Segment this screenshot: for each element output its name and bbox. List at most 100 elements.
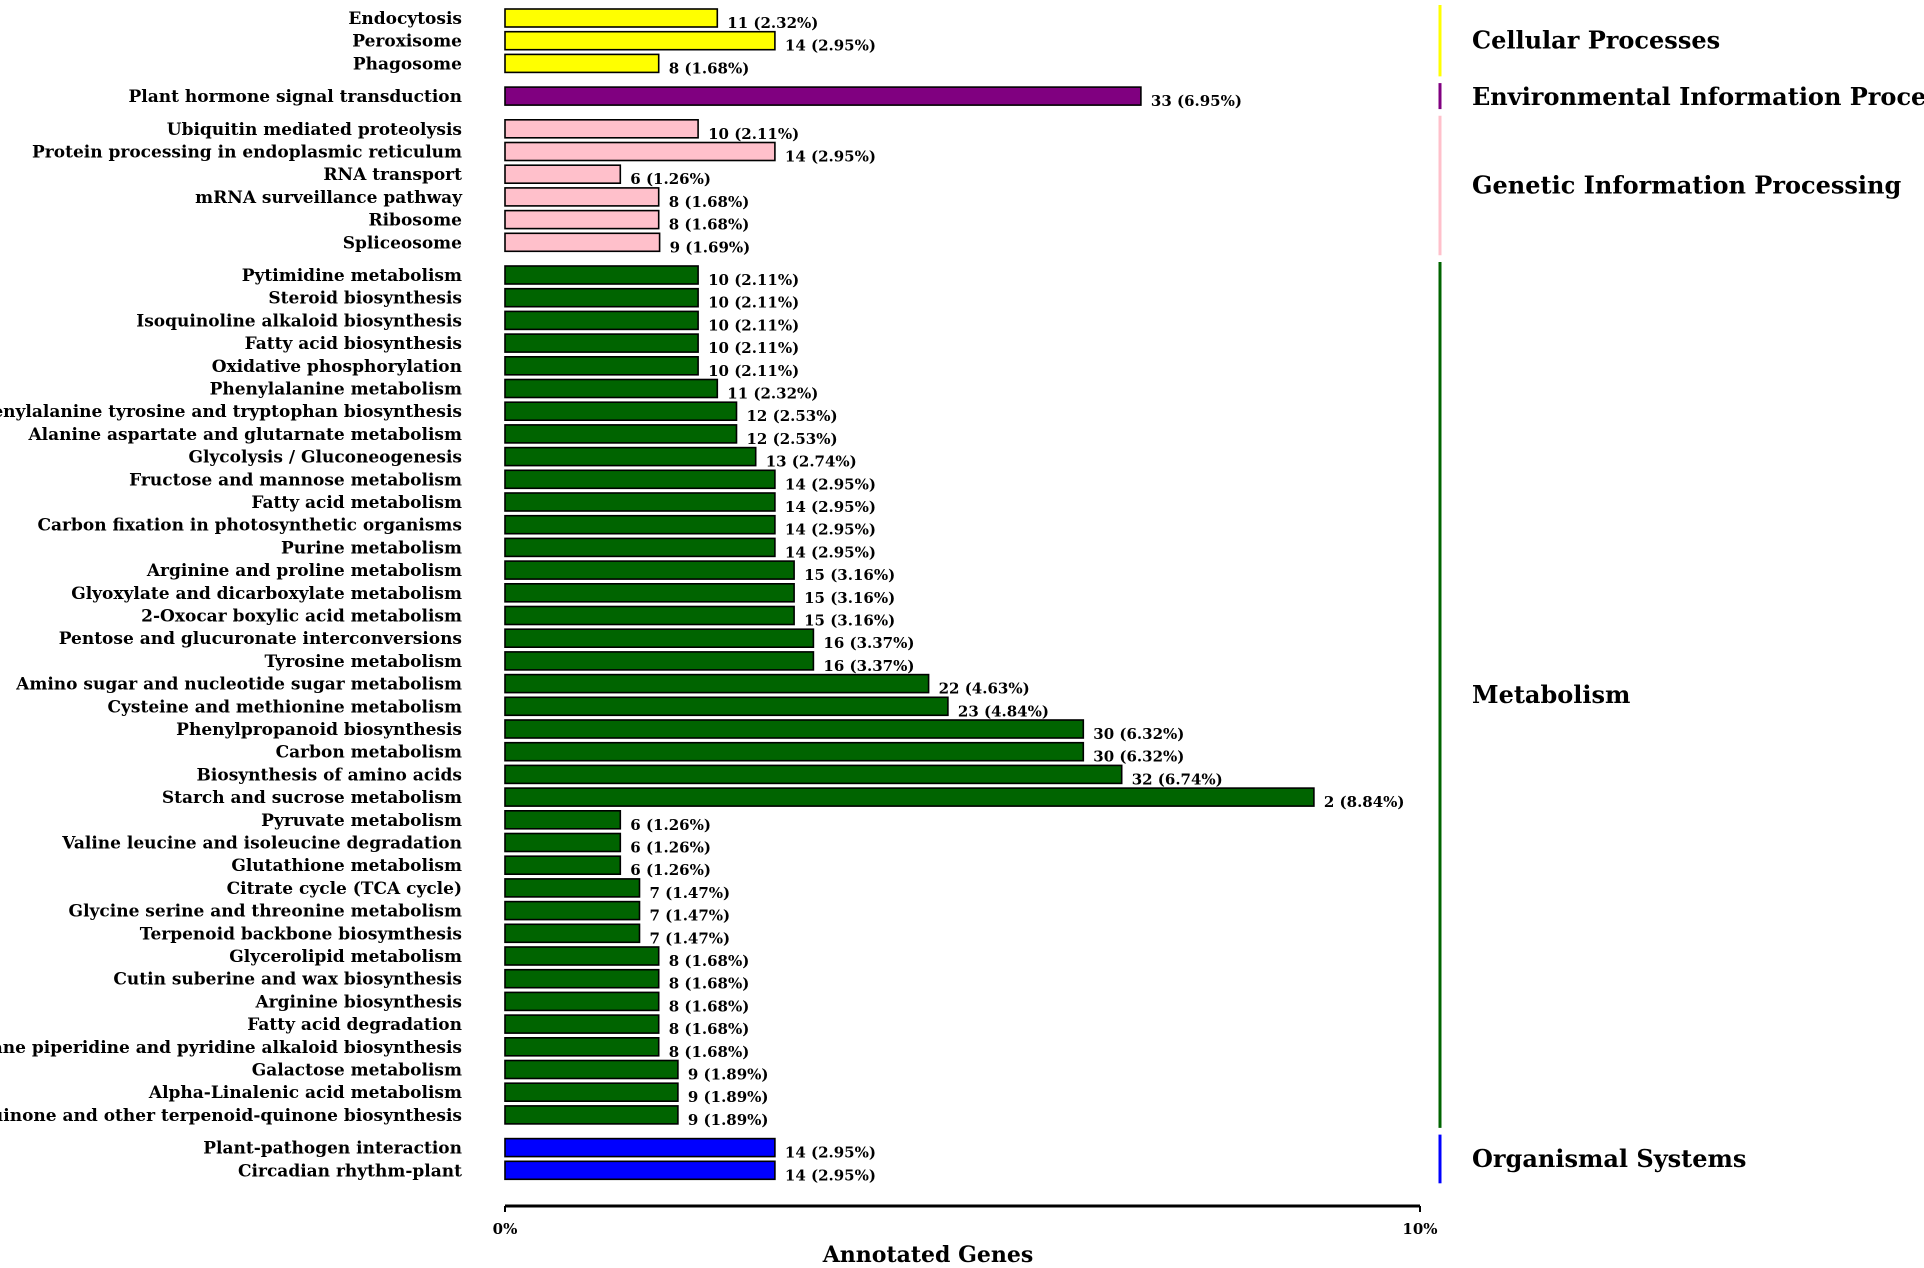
bar-amino-sugar-and-nucleotide-sugar-metabolism (504, 673, 930, 694)
category-label-arginine-and-proline-metabolism: Arginine and proline metabolism (146, 561, 462, 581)
bar-peroxisome (504, 30, 776, 51)
value-label-ubiquinone-and-other-terpenoid-quinone-biosynthesis: 9 (1.89%) (688, 1111, 769, 1129)
value-label-phagosome: 8 (1.68%) (669, 59, 750, 77)
value-label-cysteine-and-methionine-metabolism: 23 (4.84%) (958, 702, 1049, 720)
bar-pytimidine-metabolism (504, 265, 699, 285)
value-label-pytimidine-metabolism: 10 (2.11%) (708, 271, 799, 289)
bar-carbon-metabolism (504, 741, 1085, 762)
bar-ribosome (504, 209, 660, 230)
value-label-glycine-serine-and-threonine-metabolism: 7 (1.47%) (650, 907, 731, 925)
bar-valine-leucine-and-isoleucine-degradation (504, 832, 622, 853)
category-label-fatty-acid-degradation: Fatty acid degradation (247, 1015, 462, 1035)
value-label-amino-sugar-and-nucleotide-sugar-metabolism: 22 (4.63%) (939, 680, 1030, 698)
value-label-pyruvate-metabolism: 6 (1.26%) (630, 816, 711, 834)
category-label-carbon-metabolism: Carbon metabolism (276, 743, 462, 763)
category-label-phenylalanine-tyrosine-and-tryptophan-biosynthesis: Phenylalanine tyrosine and tryptophan bi… (0, 402, 462, 422)
x-axis: 0% 10% Annotated Genes (493, 1204, 1438, 1268)
groups-layer: Cellular Processes Environmental Informat… (1438, 5, 1924, 1184)
bar-mrna-surveillance-pathway (504, 187, 660, 207)
category-label-ribosome: Ribosome (368, 211, 462, 231)
bar-spliceosome (504, 232, 661, 253)
value-label-fructose-and-mannose-metabolism: 14 (2.95%) (785, 475, 876, 493)
bar-fatty-acid-biosynthesis (504, 333, 699, 353)
bar-glycine-serine-and-threonine-metabolism (504, 900, 641, 921)
bar-arginine-biosynthesis (504, 991, 660, 1012)
bar-glycerolipid-metabolism (504, 946, 660, 966)
x-tick-label-1: 10% (1402, 1220, 1437, 1238)
value-label-valine-leucine-and-isoleucine-degradation: 6 (1.26%) (630, 839, 711, 857)
category-label-galactose-metabolism: Galactose metabolism (252, 1061, 462, 1081)
bar-oxidative-phosphorylation (504, 355, 699, 376)
bar-glutathione-metabolism (504, 855, 622, 876)
category-label-plant-pathogen-interaction: Plant-pathogen interaction (203, 1139, 462, 1159)
value-label-ubiquitin-mediated-proteolysis: 10 (2.11%) (708, 125, 799, 143)
category-label-alpha-linalenic-acid-metabolism: Alpha-Linalenic acid metabolism (148, 1083, 462, 1103)
category-label-purine-metabolism: Purine metabolism (281, 538, 462, 558)
category-label-tropane-piperidine-and-pyridine-alkaloid-biosynthesis: Tropane piperidine and pyridine alkaloid… (0, 1038, 462, 1058)
x-axis-title: Annotated Genes (822, 1242, 1034, 1268)
category-label-protein-processing-in-endoplasmic-reticulum: Protein processing in endoplasmic reticu… (32, 143, 462, 163)
value-label-glycerolipid-metabolism: 8 (1.68%) (669, 952, 750, 970)
category-label-ubiquitin-mediated-proteolysis: Ubiquitin mediated proteolysis (167, 120, 462, 140)
bar-glyoxylate-and-dicarboxylate-metabolism (504, 582, 795, 603)
category-label-plant-hormone-signal-transduction: Plant hormone signal transduction (129, 87, 463, 107)
bar-ubiquinone-and-other-terpenoid-quinone-biosynthesis (504, 1105, 679, 1125)
bar-terpenoid-backbone-biosymthesis (504, 923, 641, 944)
category-label-pytimidine-metabolism: Pytimidine metabolism (242, 266, 462, 286)
value-label-alpha-linalenic-acid-metabolism: 9 (1.89%) (688, 1088, 769, 1106)
value-label-plant-hormone-signal-transduction: 33 (6.95%) (1151, 92, 1242, 110)
bar-tyrosine-metabolism (504, 651, 815, 671)
category-label-carbon-fixation-in-photosynthetic-organisms: Carbon fixation in photosynthetic organi… (37, 516, 462, 536)
bar-tropane-piperidine-and-pyridine-alkaloid-biosynthesis (504, 1037, 660, 1057)
bars-layer (504, 8, 1315, 1181)
bar-glycolysis-gluconeogenesis (504, 446, 757, 467)
category-label-valine-leucine-and-isoleucine-degradation: Valine leucine and isoleucine degradatio… (61, 834, 462, 854)
bar-carbon-fixation-in-photosynthetic-organisms (504, 514, 776, 535)
value-label-cutin-suberine-and-wax-biosynthesis: 8 (1.68%) (669, 975, 750, 993)
category-label-pyruvate-metabolism: Pyruvate metabolism (261, 811, 462, 831)
value-label-tyrosine-metabolism: 16 (3.37%) (823, 657, 914, 675)
value-label-fatty-acid-metabolism: 14 (2.95%) (785, 498, 876, 516)
category-label-steroid-biosynthesis: Steroid biosynthesis (268, 289, 462, 309)
value-label-circadian-rhythm-plant: 14 (2.95%) (785, 1166, 876, 1184)
value-label-glycolysis-gluconeogenesis: 13 (2.74%) (766, 453, 857, 471)
category-label-cysteine-and-methionine-metabolism: Cysteine and methionine metabolism (108, 697, 462, 717)
category-label-glycerolipid-metabolism: Glycerolipid metabolism (229, 947, 462, 967)
bar-phagosome (504, 53, 660, 74)
value-label-plant-pathogen-interaction: 14 (2.95%) (785, 1144, 876, 1162)
category-label-cutin-suberine-and-wax-biosynthesis: Cutin suberine and wax biosynthesis (113, 970, 462, 990)
value-label-2-oxocar-boxylic-acid-metabolism: 15 (3.16%) (804, 612, 895, 630)
bar-pentose-and-glucuronate-interconversions (504, 628, 815, 649)
value-label-ribosome: 8 (1.68%) (669, 216, 750, 234)
category-label-glutathione-metabolism: Glutathione metabolism (231, 856, 462, 876)
value-label-citrate-cycle-tca-cycle: 7 (1.47%) (650, 884, 731, 902)
bar-steroid-biosynthesis (504, 287, 699, 308)
category-label-pentose-and-glucuronate-interconversions: Pentose and glucuronate interconversions (59, 629, 462, 649)
category-label-circadian-rhythm-plant: Circadian rhythm-plant (238, 1161, 462, 1181)
value-label-biosynthesis-of-amino-acids: 32 (6.74%) (1132, 770, 1223, 788)
value-label-carbon-metabolism: 30 (6.32%) (1093, 748, 1184, 766)
category-label-glyoxylate-and-dicarboxylate-metabolism: Glyoxylate and dicarboxylate metabolism (71, 584, 462, 604)
bar-ubiquitin-mediated-proteolysis (504, 119, 699, 139)
bar-phenylalanine-metabolism (504, 378, 719, 399)
category-label-fructose-and-mannose-metabolism: Fructose and mannose metabolism (129, 470, 462, 490)
value-label-isoquinoline-alkaloid-biosynthesis: 10 (2.11%) (708, 316, 799, 334)
category-label-phagosome: Phagosome (353, 54, 462, 74)
category-label-terpenoid-backbone-biosymthesis: Terpenoid backbone biosymthesis (140, 924, 462, 944)
category-label-fatty-acid-metabolism: Fatty acid metabolism (251, 493, 462, 513)
category-label-endocytosis: Endocytosis (348, 9, 462, 29)
value-label-pentose-and-glucuronate-interconversions: 16 (3.37%) (823, 634, 914, 652)
category-label-mrna-surveillance-pathway: mRNA surveillance pathway (195, 188, 463, 208)
bar-fatty-acid-degradation (504, 1014, 660, 1034)
bar-endocytosis (504, 8, 719, 28)
category-label-alanine-aspartate-and-glutarnate-metabolism: Alanine aspartate and glutarnate metabol… (27, 425, 462, 445)
group-label-environmental-information-processing: Environmental Information Processing (1472, 82, 1924, 111)
x-tick-label-0: 0% (493, 1220, 518, 1238)
value-label-spliceosome: 9 (1.69%) (670, 238, 751, 256)
value-label-fatty-acid-degradation: 8 (1.68%) (669, 1020, 750, 1038)
value-label-terpenoid-backbone-biosymthesis: 7 (1.47%) (650, 929, 731, 947)
category-label-spliceosome: Spliceosome (343, 233, 462, 253)
group-label-genetic-information-processing: Genetic Information Processing (1472, 171, 1901, 200)
value-label-glutathione-metabolism: 6 (1.26%) (630, 861, 711, 879)
